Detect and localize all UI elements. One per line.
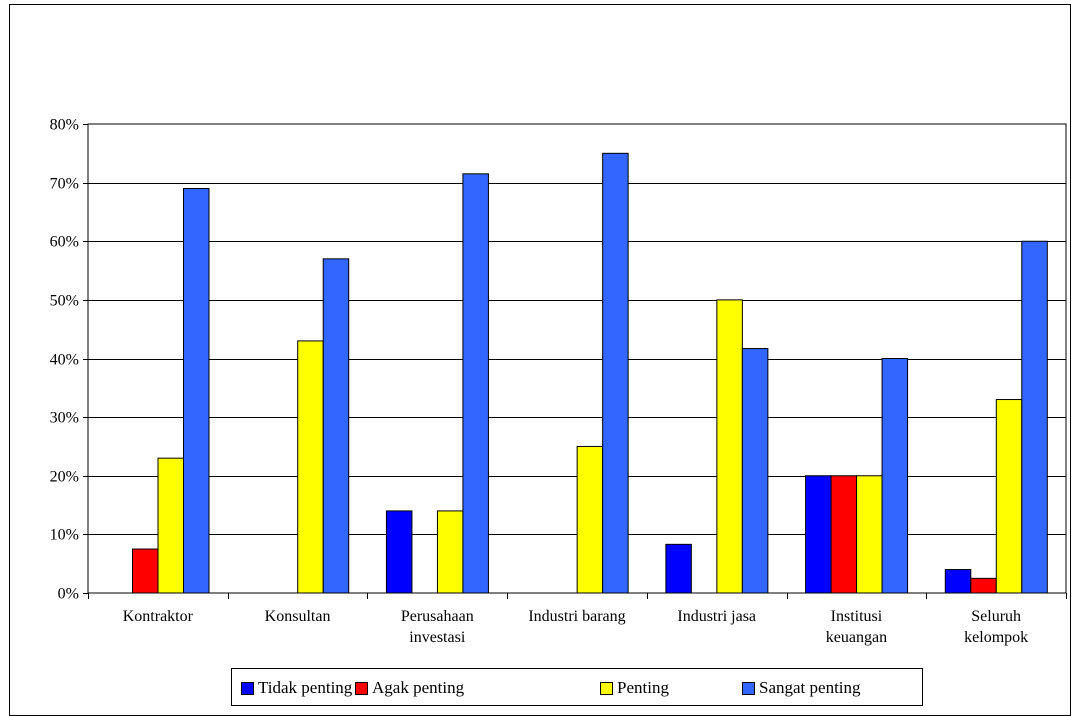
bar-penting bbox=[576, 445, 604, 594]
bar-tidak-penting bbox=[665, 543, 692, 594]
y-tick-label: 0% bbox=[58, 586, 79, 603]
x-category-label: Industri barang bbox=[528, 608, 625, 625]
y-tick-label: 20% bbox=[50, 469, 79, 486]
legend-label: Sangat penting bbox=[759, 678, 861, 697]
x-category-labels: Kontraktor Konsultan Perusahaan investasi In… bbox=[123, 608, 1028, 646]
y-tick-label: 70% bbox=[50, 176, 79, 193]
bar-sangat-penting bbox=[602, 152, 629, 594]
legend-item: Tidak penting bbox=[241, 678, 352, 698]
x-category-label: Perusahaan investasi bbox=[401, 608, 474, 646]
y-tick-label: 40% bbox=[50, 352, 79, 369]
x-category-label: Industri jasa bbox=[677, 608, 756, 625]
bar-penting bbox=[716, 299, 743, 594]
legend-label: Agak penting bbox=[372, 678, 465, 697]
legend-item: Sangat penting bbox=[742, 678, 861, 698]
y-tick-label: 60% bbox=[50, 234, 79, 251]
bar-agak-penting bbox=[132, 548, 159, 594]
x-category-label: Seluruh kelompok bbox=[964, 608, 1028, 646]
legend-item: Penting bbox=[600, 678, 669, 698]
legend: Tidak penting Agak penting Penting Sangat p… bbox=[231, 668, 923, 706]
bar-penting bbox=[157, 457, 184, 594]
y-tick-label: 30% bbox=[50, 410, 79, 427]
plot-area-border bbox=[87, 123, 1067, 594]
bars bbox=[132, 152, 1048, 594]
legend-swatch bbox=[355, 681, 368, 695]
legend-label: Penting bbox=[617, 678, 669, 697]
x-category-label: Institusi keuangan bbox=[826, 608, 887, 646]
bar-penting bbox=[995, 399, 1023, 594]
bar-sangat-penting bbox=[462, 173, 489, 594]
bar-tidak-penting bbox=[805, 475, 832, 594]
bar-sangat-penting bbox=[183, 187, 210, 594]
bar-sangat-penting bbox=[1021, 240, 1048, 594]
bar-sangat-penting bbox=[322, 258, 350, 594]
legend-label: Tidak penting bbox=[258, 678, 353, 697]
bar-tidak-penting bbox=[385, 510, 413, 594]
x-category-label: Kontraktor bbox=[123, 608, 194, 625]
x-category-label: Konsultan bbox=[265, 608, 331, 625]
y-tick-label: 50% bbox=[50, 293, 79, 310]
y-tick-label: 10% bbox=[50, 527, 79, 544]
bar-penting bbox=[856, 475, 883, 594]
legend-item: Agak penting bbox=[355, 678, 464, 698]
bar-tidak-penting bbox=[944, 569, 972, 594]
bar-penting bbox=[436, 510, 464, 594]
legend-swatch bbox=[241, 681, 254, 695]
y-tick-label: 80% bbox=[50, 117, 79, 134]
legend-swatch bbox=[600, 681, 613, 695]
bar-agak-penting bbox=[830, 475, 858, 594]
bar-penting bbox=[297, 340, 324, 594]
bar-sangat-penting bbox=[741, 348, 769, 594]
axes bbox=[83, 123, 1067, 599]
y-tick-labels: 0% 10% 20% 30% 40% 50% 60% 70% 80% bbox=[50, 117, 79, 603]
bar-agak-penting bbox=[970, 577, 997, 594]
bar-sangat-penting bbox=[881, 358, 909, 594]
legend-swatch bbox=[742, 681, 755, 695]
